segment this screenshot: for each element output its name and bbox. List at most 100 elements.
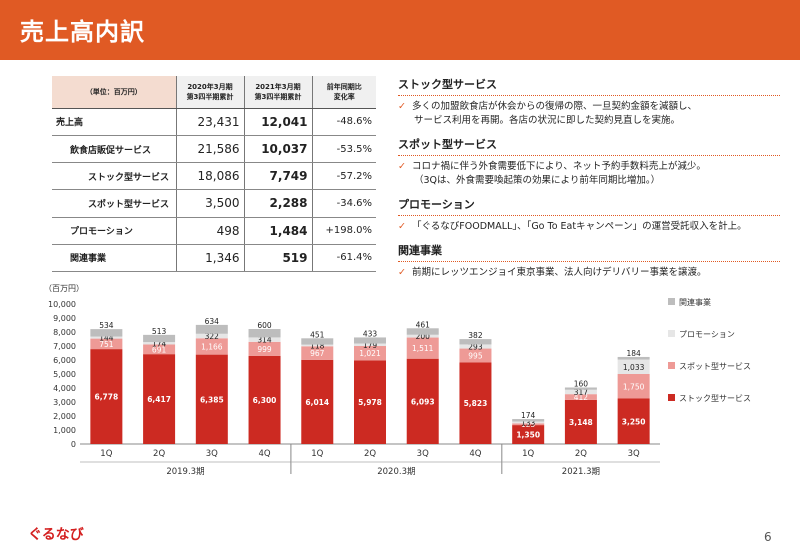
commentary-panel: ストック型サービス ✓ 多くの加盟飲食店が休会からの復帰の際、一旦契約金額を減額…: [398, 76, 780, 288]
table-row: ストック型サービス 18,086 7,749 -57.2%: [52, 162, 376, 191]
bar-segment: [617, 374, 650, 399]
legend-label: ストック型サービス: [679, 394, 751, 403]
bar-segment: [301, 344, 334, 347]
yoy-header: 前年同期比 変化率: [312, 76, 376, 109]
prev-period-header: 2020年3月期 第3四半期累計: [176, 76, 245, 109]
bar-segment: [195, 324, 228, 334]
data-label: 6,014: [305, 398, 329, 407]
bar-segment: [143, 354, 176, 444]
data-label: 1,511: [412, 344, 434, 353]
data-label: 6,385: [200, 395, 224, 404]
bar-segment: [354, 346, 386, 361]
bar-segment: [617, 398, 650, 444]
x-tick-label: 2Q: [153, 449, 165, 459]
bar-segment: [195, 354, 228, 444]
bar-segment: [143, 342, 176, 345]
check-icon: ✓: [398, 101, 406, 112]
data-label: 144: [99, 334, 114, 343]
bar-segment: [248, 329, 281, 338]
y-tick-label: 3,000: [53, 398, 76, 407]
sales-stacked-bar-chart: （百万円） 0 1,000 2,000 3,000 4,000 5,000 6,000 7,00…: [44, 284, 751, 477]
legend-swatch: [668, 330, 675, 337]
table-header-row: （単位：百万円） 2020年3月期 第3四半期累計 2021年3月期 第3四半期…: [52, 76, 376, 109]
check-icon: ✓: [398, 267, 406, 278]
section-title: プロモーション: [398, 196, 780, 216]
x-tick-label: 1Q: [100, 449, 112, 459]
bar-segment: [512, 419, 545, 422]
data-label: 534: [99, 321, 114, 330]
bar-segment: [90, 329, 123, 337]
y-tick-label: 9,000: [53, 314, 76, 323]
bar-segment: [617, 356, 650, 360]
data-label: 160: [574, 379, 589, 388]
data-label: 118: [310, 341, 325, 350]
gurunavi-logo: ぐるなび: [28, 527, 84, 543]
group-label: 2020.3期: [377, 467, 415, 477]
y-tick-label: 5,000: [53, 370, 76, 379]
data-label: 382: [468, 331, 483, 340]
bullet-item: ✓ 前期にレッツエンジョイ東京事業、法人向けデリバリー事業を譲渡。: [398, 267, 707, 278]
bullet-item: ✓ 多くの加盟飲食店が休会からの復帰の際、一旦契約金額を減額し、 サービス利用を…: [398, 101, 698, 126]
y-tick-label: 1,000: [53, 426, 76, 435]
bar-segment: [512, 423, 545, 426]
data-label: 1,166: [201, 342, 223, 351]
bar-segment: [301, 359, 334, 444]
bar-segment: [248, 337, 281, 342]
bar-segment: [248, 341, 281, 356]
data-label: 751: [99, 340, 114, 349]
bar-segment: [512, 421, 545, 424]
data-label: 5,823: [464, 399, 488, 408]
y-tick-label: 2,000: [53, 412, 76, 421]
bar-segment: [248, 355, 281, 444]
data-label: 133: [521, 418, 536, 427]
bar-segment: [406, 328, 439, 335]
legend-label: スポット型サービス: [679, 362, 751, 371]
section-title: ストック型サービス: [398, 76, 780, 96]
data-label: 1,021: [359, 349, 381, 358]
data-label: 184: [626, 349, 641, 358]
bar-segment: [564, 399, 597, 444]
data-label: 967: [310, 349, 325, 358]
table-row: 飲食店販促サービス 21,586 10,037 -53.5%: [52, 135, 376, 164]
data-label: 200: [416, 332, 431, 341]
x-tick-label: 3Q: [628, 449, 640, 459]
bar-segment: [406, 358, 439, 444]
y-tick-label: 6,000: [53, 356, 76, 365]
bar-segment: [354, 360, 386, 444]
section-spot: スポット型サービス ✓ コロナ禍に伴う外食需要低下により、ネット予約手数料売上が…: [398, 136, 780, 188]
bar-segment: [195, 338, 228, 355]
table-row: 売上高 23,431 12,041 -48.6%: [52, 108, 376, 136]
group-label: 2021.3期: [562, 467, 600, 477]
data-label: 451: [310, 330, 325, 339]
page-title: 売上高内訳: [20, 18, 145, 46]
bar-segment: [301, 338, 334, 345]
check-icon: ✓: [398, 221, 406, 232]
bar-segment: [143, 344, 176, 355]
data-label: 995: [468, 352, 483, 361]
x-tick-label: 1Q: [522, 449, 534, 459]
bar-segment: [90, 336, 123, 339]
bar-segment: [564, 389, 597, 395]
data-label: 174: [521, 411, 536, 420]
table-row: 関連事業 1,346 519 -61.4%: [52, 244, 376, 273]
bar-segment: [564, 387, 597, 390]
data-label: 412: [574, 393, 589, 402]
x-tick-label: 4Q: [258, 449, 270, 459]
bar-segment: [354, 337, 386, 344]
legend-swatch: [668, 394, 675, 401]
data-label: 6,093: [411, 397, 435, 406]
x-tick-label: 3Q: [206, 449, 218, 459]
check-icon: ✓: [398, 161, 406, 172]
data-label: 600: [257, 321, 272, 330]
y-tick-label: 7,000: [53, 342, 76, 351]
data-label: 6,417: [147, 395, 171, 404]
title-bar: 売上高内訳: [0, 0, 800, 60]
data-label: 461: [416, 320, 431, 329]
y-tick-label: 0: [71, 440, 76, 449]
data-label: 3,250: [622, 417, 646, 426]
data-label: 125: [521, 420, 536, 429]
bar-segment: [90, 349, 123, 444]
data-label: 3,148: [569, 418, 593, 427]
unit-header: （単位：百万円）: [52, 76, 177, 109]
data-label: 174: [152, 339, 167, 348]
